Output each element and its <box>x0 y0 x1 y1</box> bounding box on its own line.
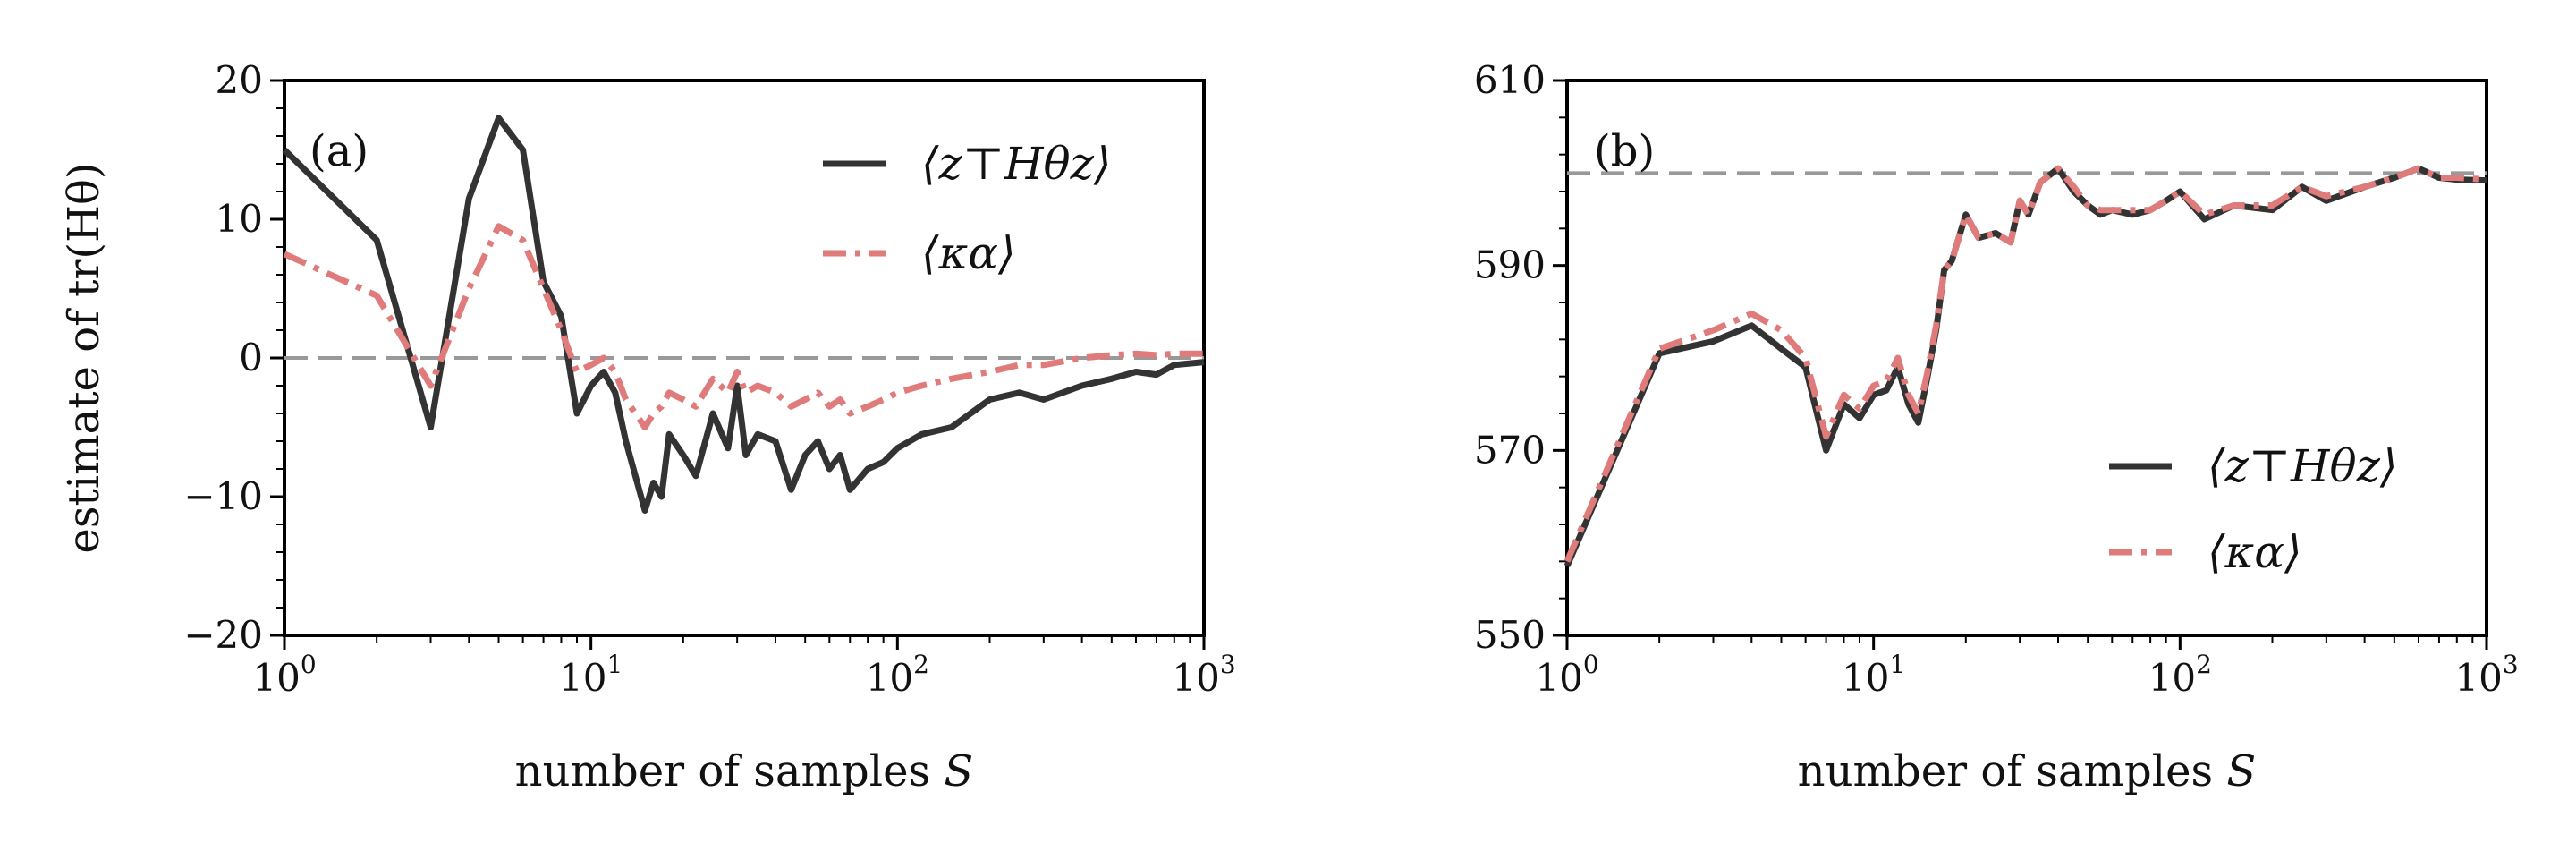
panel-a-xtick-label-2: 102 <box>866 650 929 700</box>
panel-b-series-line-2 <box>1563 165 2487 563</box>
panel-a-ytick-label-0: 20 <box>216 58 263 102</box>
panel-b-ytick-label-3: 550 <box>1474 613 1546 657</box>
panel-b-series <box>1563 165 2487 567</box>
panel-a-ytick-label-3: −10 <box>183 474 263 518</box>
panel-b-legend-label-series-2: ⟨κα⟩ <box>2207 526 2302 578</box>
panel-b-ticks: 100 101 102 103 610 590 570 550 <box>1474 58 2519 700</box>
panel-b-ytick-label-1: 590 <box>1474 243 1546 287</box>
panel-a-legend-label-series-1: ⟨z⊤Hθz⟩ <box>921 138 1111 190</box>
panel-a-ylabel: estimate of tr(Hθ) <box>59 162 109 553</box>
panel-b-series-line-1 <box>1563 165 2487 567</box>
panel-a-ytick-label-1: 10 <box>216 197 263 241</box>
panel-a-xtick-label-0: 100 <box>252 650 316 700</box>
panel-b-legend: ⟨z⊤Hθz⟩ ⟨κα⟩ <box>2109 440 2397 578</box>
panel-b: 100 101 102 103 610 590 570 550 (b) ⟨z⊤Hθz⟩ ⟨κα… <box>1474 58 2519 796</box>
panel-a-ytick-label-4: −20 <box>183 613 263 657</box>
panel-a-series-line-2 <box>283 223 1204 430</box>
panel-b-xtick-label-2: 102 <box>2148 650 2212 700</box>
panel-a-ytick-label-2: 0 <box>239 336 263 379</box>
panel-b-legend-label-series-1: ⟨z⊤Hθz⟩ <box>2207 440 2397 492</box>
panel-b-xtick-label-3: 103 <box>2454 650 2518 700</box>
panel-a-xlabel: number of samples S <box>515 746 974 796</box>
panel-a-label: (a) <box>309 126 369 176</box>
panel-b-xtick-label-0: 100 <box>1535 650 1598 700</box>
panel-a-xtick-label-1: 101 <box>559 650 623 700</box>
panel-a-legend: ⟨z⊤Hθz⟩ ⟨κα⟩ <box>823 138 1111 279</box>
panel-a: estimate of tr(Hθ) 100 101 102 10320100−10−… <box>59 58 1236 796</box>
panel-b-ytick-label-0: 610 <box>1474 58 1546 102</box>
panel-a-series <box>282 115 1205 514</box>
panel-b-ytick-label-2: 570 <box>1474 428 1546 472</box>
panel-a-xtick-label-3: 103 <box>1172 650 1235 700</box>
panel-b-label: (b) <box>1594 126 1655 176</box>
panel-b-plot-frame <box>1565 79 2488 637</box>
panel-a-legend-label-series-2: ⟨κα⟩ <box>921 227 1016 279</box>
panel-b-xlabel: number of samples S <box>1798 746 2257 796</box>
panel-b-xtick-label-1: 101 <box>1842 650 1905 700</box>
